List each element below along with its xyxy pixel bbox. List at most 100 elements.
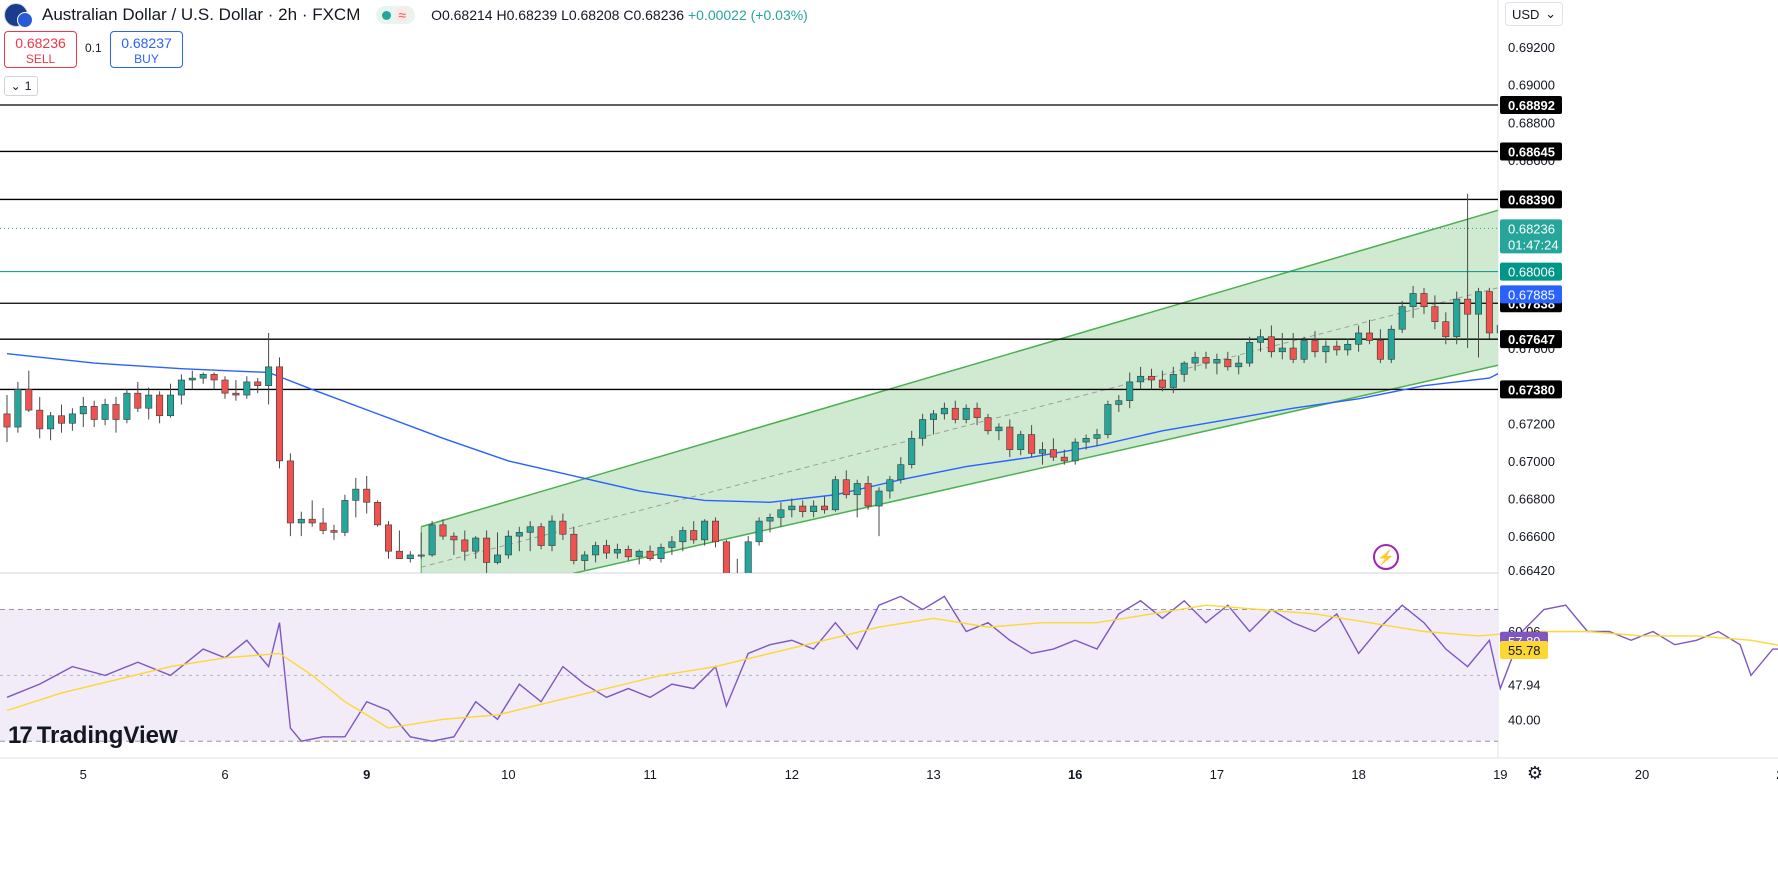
candle[interactable] bbox=[919, 413, 927, 446]
candle[interactable] bbox=[1082, 434, 1090, 450]
rsi-line[interactable] bbox=[6, 595, 1778, 742]
candle[interactable] bbox=[1453, 291, 1461, 345]
candle[interactable] bbox=[1398, 301, 1406, 333]
candle[interactable] bbox=[766, 513, 774, 533]
candle[interactable] bbox=[875, 487, 883, 537]
candle[interactable] bbox=[1017, 430, 1025, 456]
candle[interactable] bbox=[57, 404, 65, 433]
candle[interactable] bbox=[221, 376, 229, 399]
candle[interactable] bbox=[493, 532, 501, 565]
candle[interactable] bbox=[581, 551, 589, 570]
candle[interactable] bbox=[820, 496, 828, 514]
marker-price-tag[interactable] bbox=[1500, 285, 1562, 304]
candle[interactable] bbox=[1213, 353, 1221, 375]
candle[interactable] bbox=[1376, 329, 1384, 364]
candle[interactable] bbox=[1235, 355, 1243, 375]
symbol-title[interactable]: Australian Dollar / U.S. Dollar · 2h · F… bbox=[42, 5, 361, 24]
channel-upper-line[interactable] bbox=[420, 85, 1778, 528]
candle[interactable] bbox=[1006, 419, 1014, 458]
candle[interactable] bbox=[1093, 428, 1101, 446]
candle[interactable] bbox=[1246, 336, 1254, 367]
level-price-tag[interactable] bbox=[1500, 142, 1562, 161]
candle[interactable] bbox=[940, 402, 948, 420]
candle[interactable] bbox=[439, 519, 447, 540]
candle[interactable] bbox=[1464, 193, 1472, 349]
buy-button[interactable]: 0.68237 BUY bbox=[110, 31, 183, 68]
candle[interactable] bbox=[297, 511, 305, 537]
candle[interactable] bbox=[1333, 340, 1341, 356]
candle[interactable] bbox=[908, 430, 916, 469]
candle[interactable] bbox=[156, 391, 164, 424]
candle[interactable] bbox=[1202, 351, 1210, 369]
candle[interactable] bbox=[406, 551, 414, 563]
candle[interactable] bbox=[1278, 332, 1286, 360]
candle[interactable] bbox=[526, 521, 534, 552]
indicator-collapse-button[interactable]: ⌄ 1 bbox=[4, 76, 38, 96]
candle[interactable] bbox=[810, 500, 818, 518]
candle[interactable] bbox=[592, 541, 600, 563]
candle[interactable] bbox=[559, 513, 567, 540]
candle[interactable] bbox=[47, 411, 55, 441]
candle[interactable] bbox=[3, 395, 11, 443]
candle[interactable] bbox=[265, 332, 273, 405]
candle[interactable] bbox=[68, 408, 76, 431]
lightning-icon[interactable]: ⚡ bbox=[1373, 544, 1399, 570]
moving-average-line[interactable] bbox=[6, 293, 1778, 503]
currency-selector[interactable]: USD ⌄ bbox=[1505, 2, 1563, 26]
regression-channel-fill[interactable] bbox=[421, 85, 1778, 608]
candle[interactable] bbox=[14, 381, 22, 433]
candle[interactable] bbox=[1115, 395, 1123, 412]
candle[interactable] bbox=[1355, 325, 1363, 352]
level-price-tag[interactable] bbox=[1500, 380, 1562, 399]
candle[interactable] bbox=[450, 532, 458, 555]
candle[interactable] bbox=[319, 507, 327, 535]
candle[interactable] bbox=[679, 526, 687, 552]
marker-price-tag[interactable] bbox=[1500, 219, 1562, 254]
candle[interactable] bbox=[788, 498, 796, 518]
candle[interactable] bbox=[1049, 438, 1057, 461]
candle[interactable] bbox=[199, 372, 207, 384]
level-price-tag[interactable] bbox=[1500, 95, 1562, 114]
candle[interactable] bbox=[1257, 329, 1265, 352]
candle[interactable] bbox=[1071, 438, 1079, 465]
candle[interactable] bbox=[79, 396, 87, 428]
candle[interactable] bbox=[1137, 366, 1145, 390]
candle[interactable] bbox=[1420, 287, 1428, 315]
candle[interactable] bbox=[1485, 287, 1493, 339]
candle[interactable] bbox=[1158, 370, 1166, 392]
candle[interactable] bbox=[711, 517, 719, 548]
candle[interactable] bbox=[25, 370, 33, 412]
candle[interactable] bbox=[341, 494, 349, 537]
candle[interactable] bbox=[275, 357, 283, 469]
candle[interactable] bbox=[929, 410, 937, 435]
candle[interactable] bbox=[504, 530, 512, 559]
candle[interactable] bbox=[853, 479, 861, 518]
candle[interactable] bbox=[1344, 338, 1352, 356]
candle[interactable] bbox=[1028, 425, 1036, 458]
candle[interactable] bbox=[177, 374, 185, 405]
candle[interactable] bbox=[973, 402, 981, 426]
candle[interactable] bbox=[145, 387, 153, 420]
candle[interactable] bbox=[428, 521, 436, 557]
candle[interactable] bbox=[1496, 316, 1503, 371]
candle[interactable] bbox=[1191, 351, 1199, 371]
candle[interactable] bbox=[254, 378, 262, 394]
candle[interactable] bbox=[646, 545, 654, 561]
candle[interactable] bbox=[951, 400, 959, 424]
candle[interactable] bbox=[352, 477, 360, 518]
candle[interactable] bbox=[134, 381, 142, 412]
settings-gear-icon[interactable]: ⚙ bbox=[1526, 763, 1544, 783]
candle[interactable] bbox=[232, 380, 240, 401]
candle[interactable] bbox=[690, 521, 698, 544]
candle[interactable] bbox=[864, 475, 872, 510]
candle[interactable] bbox=[1289, 332, 1297, 364]
candle[interactable] bbox=[984, 413, 992, 435]
candle[interactable] bbox=[308, 500, 316, 527]
level-price-tag[interactable] bbox=[1500, 190, 1562, 209]
candle[interactable] bbox=[624, 545, 632, 561]
candle[interactable] bbox=[570, 526, 578, 565]
candle[interactable] bbox=[210, 372, 218, 390]
candle[interactable] bbox=[744, 536, 752, 596]
candle[interactable] bbox=[897, 457, 905, 484]
candle[interactable] bbox=[1169, 366, 1177, 394]
